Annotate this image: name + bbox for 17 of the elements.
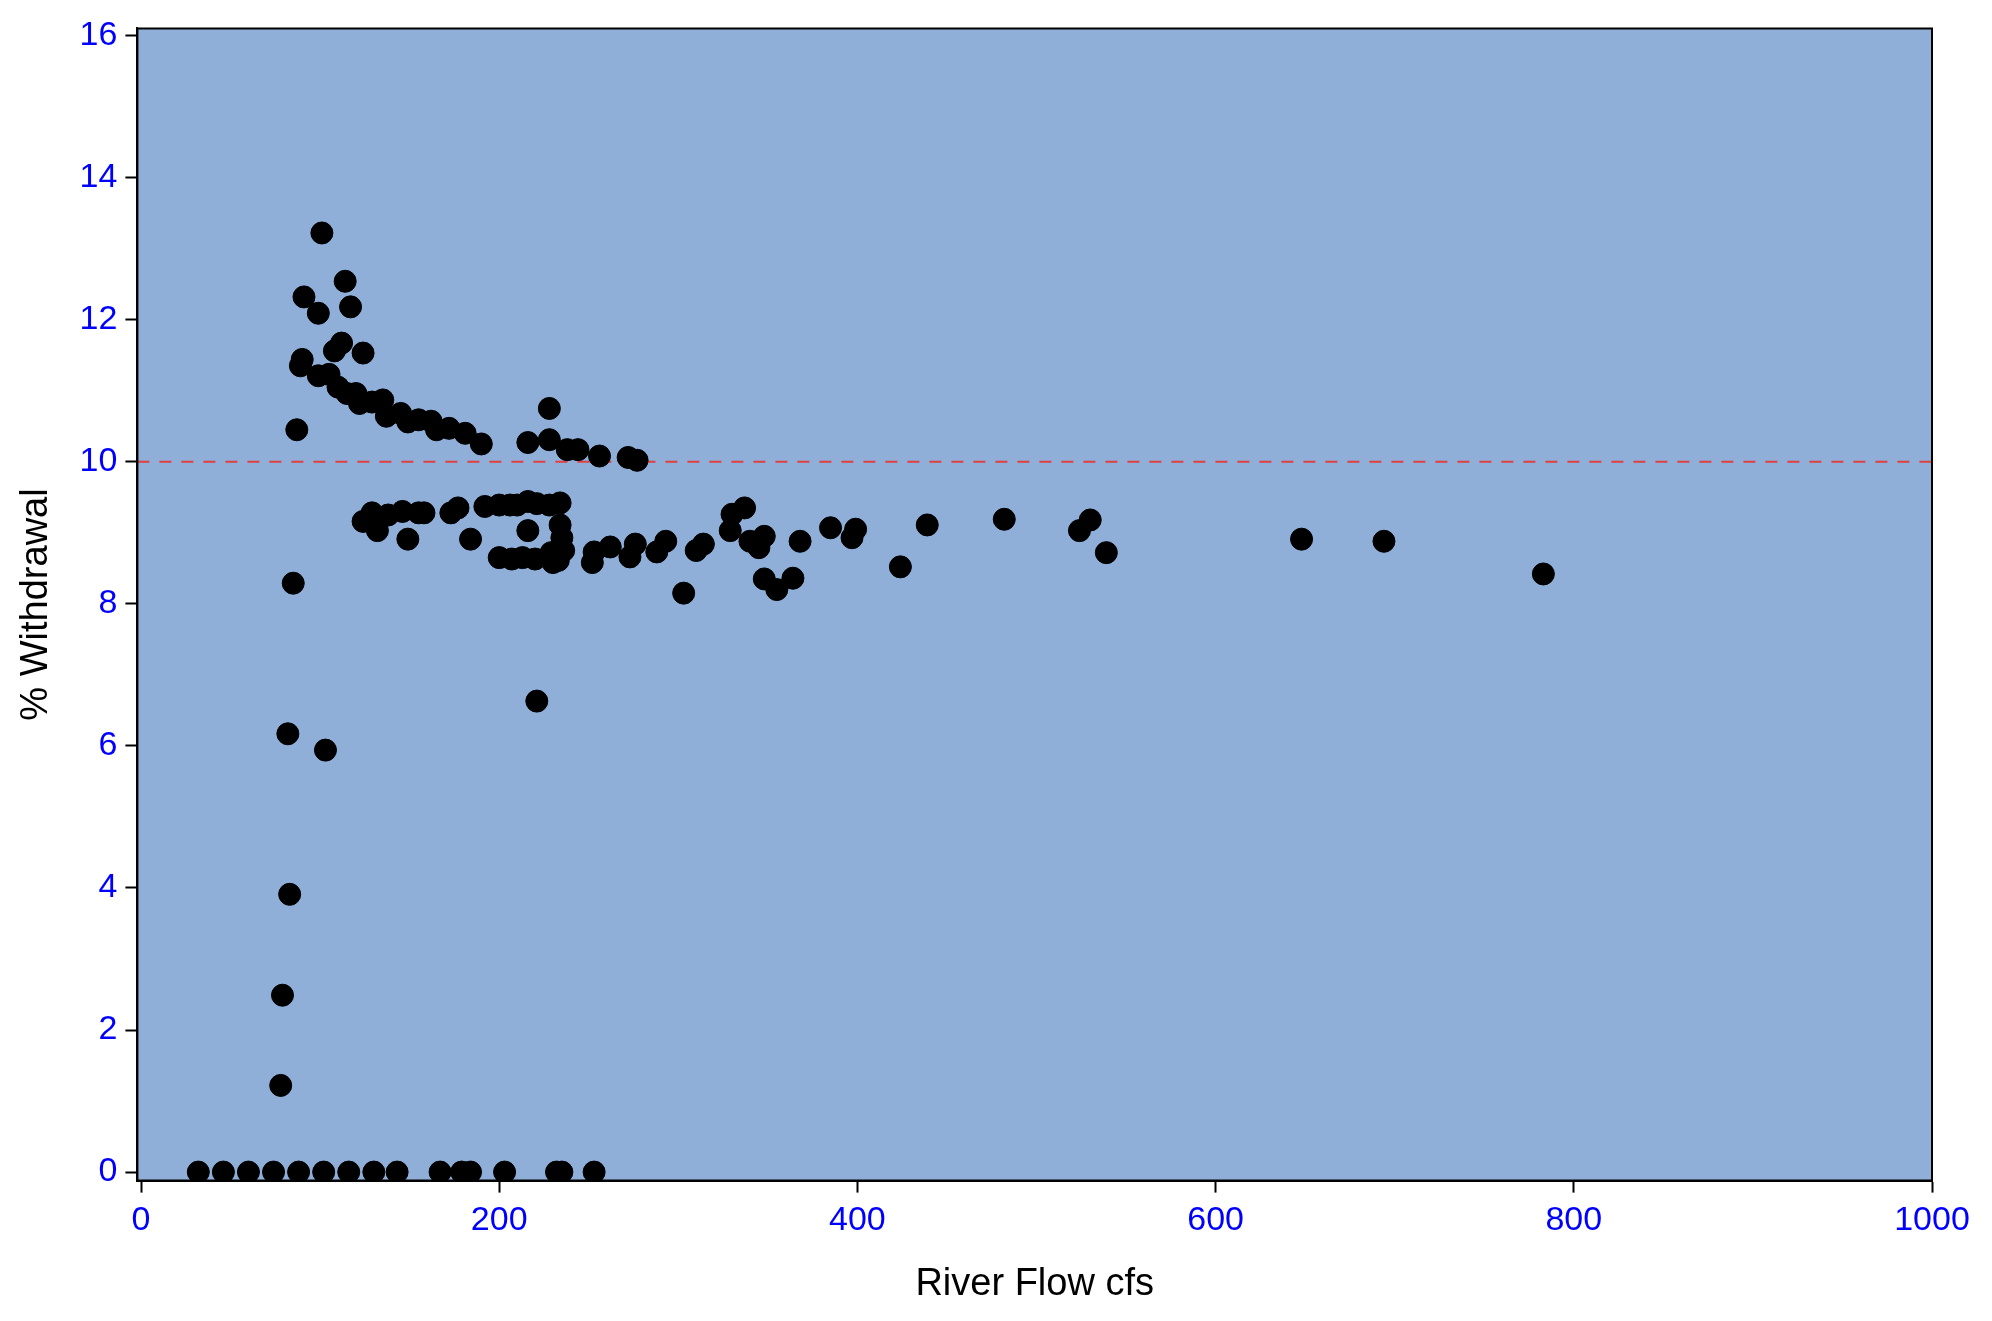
y-tick-label: 12 [79,298,118,337]
x-tick-label: 800 [1545,1199,1603,1238]
y-tick-label: 8 [98,582,118,621]
y-tick-label: 14 [79,155,118,194]
y-tick-label: 16 [79,13,118,52]
x-tick-label: 0 [131,1199,151,1238]
y-tick-label: 0 [98,1150,118,1189]
x-tick-label: 1000 [1894,1199,1970,1238]
x-tick-label: 400 [829,1199,886,1238]
y-tick-label: 2 [98,1008,118,1047]
y-tick-label: 4 [98,866,118,905]
x-tick-label: 600 [1187,1199,1244,1238]
x-tick-label: 200 [470,1199,528,1238]
y-tick-label: 10 [79,440,118,479]
y-axis-title: % Withdrawal [13,488,56,721]
x-axis-title: River Flow cfs [915,1260,1154,1303]
y-tick-label: 6 [98,724,118,763]
